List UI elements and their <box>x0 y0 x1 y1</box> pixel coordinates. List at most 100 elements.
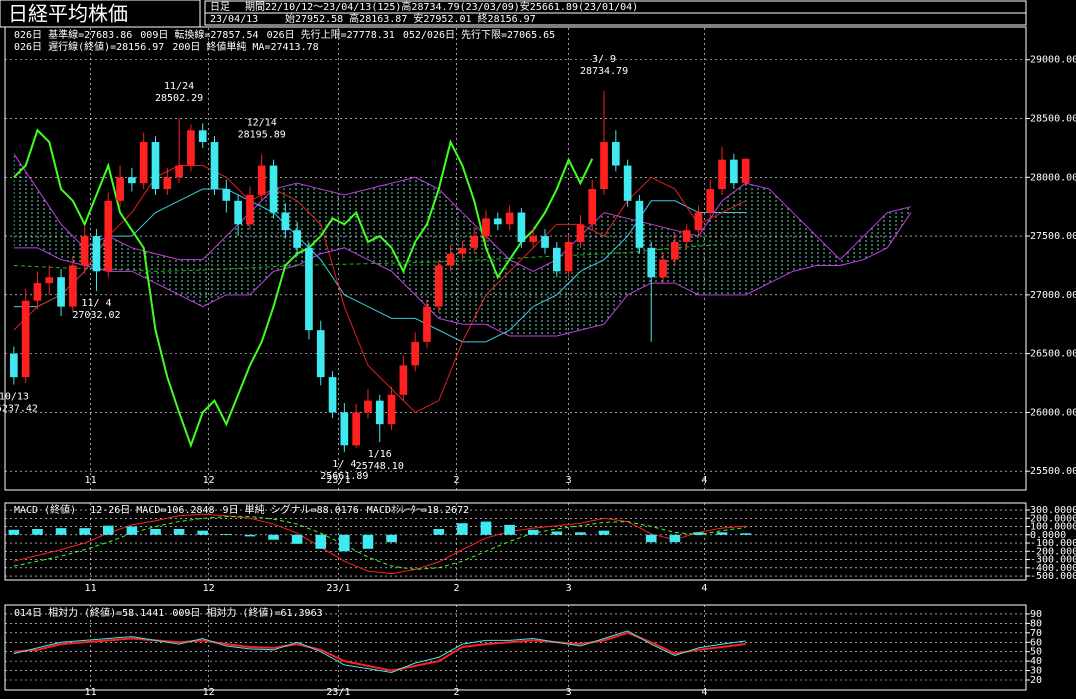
annotation-date: 3/ 9 <box>592 54 616 65</box>
plot-area <box>5 28 1026 490</box>
x-tick-label: 4 <box>701 583 707 594</box>
legend-entry: 026日 先行上限=27778.31 <box>267 28 395 41</box>
candle-body <box>116 177 124 201</box>
candle-body <box>458 247 467 254</box>
candle-body <box>470 236 479 248</box>
candle-body <box>576 224 585 242</box>
plot-area <box>5 503 1026 580</box>
y-tick-label: 200.0000 <box>1030 513 1076 524</box>
histogram-bar <box>716 532 728 535</box>
cloud-span <box>13 153 912 272</box>
candle-body <box>316 330 325 378</box>
candle-body <box>151 142 160 190</box>
x-tick-label: 12 <box>203 687 215 698</box>
histogram-bar <box>244 534 256 537</box>
histogram-bar <box>32 528 43 535</box>
y-tick-label: 80 <box>1030 618 1042 629</box>
annotation-date: 1/ 4 <box>332 459 356 470</box>
candle-body <box>328 377 337 413</box>
legend-entry: 026日 基準線=27683.86 <box>14 28 132 41</box>
candle-body <box>706 189 715 213</box>
candle-body <box>175 165 183 178</box>
y-tick-label: 300.0000 <box>1030 505 1076 516</box>
candle-body <box>139 142 148 184</box>
x-tick-label: 4 <box>701 475 707 486</box>
candle-body <box>564 241 573 272</box>
histogram-bar <box>8 529 20 535</box>
candle-body <box>529 236 538 242</box>
candle-body <box>493 218 502 225</box>
candle-body <box>387 394 396 425</box>
x-tick-label: 23/1 <box>326 475 350 486</box>
candle-body <box>434 265 443 307</box>
cloud-span <box>13 212 912 337</box>
candle-body <box>187 130 195 166</box>
candle-body <box>623 165 632 201</box>
candle-body <box>375 400 384 425</box>
x-tick-label: 3 <box>566 583 572 594</box>
legend-entry: 200日 終値単純 MA=27413.78 <box>172 40 318 53</box>
period: 期間22/10/12～23/04/13(125)高28734.79(23/03/… <box>245 0 638 13</box>
annotation-value: 26237.42 <box>0 404 38 415</box>
histogram-bar <box>362 534 374 549</box>
candle-body <box>92 236 101 272</box>
series-line <box>13 243 723 272</box>
annotation-date: 10/13 <box>0 392 29 403</box>
y-tick-label: 0.0000 <box>1030 530 1066 541</box>
histogram-bar <box>291 534 303 544</box>
x-tick-label: 2 <box>453 687 459 698</box>
y-tick-label: 40 <box>1030 656 1042 667</box>
series-line <box>13 630 746 673</box>
candle-body <box>222 189 231 201</box>
x-tick-label: 2 <box>453 583 459 594</box>
y-tick-label: 26000.00 <box>1030 407 1076 418</box>
y-tick-label: 27000.00 <box>1030 290 1076 301</box>
header-box <box>204 12 1027 26</box>
candle-body <box>399 365 408 395</box>
panel-title: MACD (終値) <box>14 503 76 516</box>
candle-body <box>69 265 77 307</box>
candle-body <box>352 412 360 446</box>
histogram-bar <box>669 534 681 543</box>
legend-entry: 12-26日 MACD=106.2848 <box>90 505 214 516</box>
histogram-bar <box>268 534 279 540</box>
annotation-value: 28734.79 <box>580 66 628 77</box>
candle-body <box>588 189 597 225</box>
candle-body <box>741 158 750 183</box>
candle-body <box>552 247 561 272</box>
candle-body <box>210 142 219 190</box>
candle-body <box>57 277 65 307</box>
histogram-bar <box>197 530 209 535</box>
y-tick-label: 50 <box>1030 647 1042 658</box>
chart-title: 日経平均株価 <box>8 2 128 26</box>
histogram-bar <box>126 526 138 535</box>
candle-body <box>423 306 431 342</box>
y-tick-label: 30 <box>1030 666 1042 677</box>
candle-body <box>694 212 703 231</box>
candle-body <box>281 212 290 231</box>
histogram-bar <box>102 525 114 535</box>
candle-body <box>340 412 349 446</box>
y-tick-label: 28000.00 <box>1030 172 1076 183</box>
candle-body <box>33 283 42 301</box>
candle-body <box>163 177 172 190</box>
candle-body <box>246 194 254 225</box>
annotation-date: 11/24 <box>164 81 194 92</box>
candle-body <box>517 212 526 242</box>
legend-entry: MACDｵｼﾚｰﾀｰ=18.2672 <box>367 504 469 516</box>
histogram-bar <box>433 528 445 535</box>
histogram-bar <box>315 534 327 549</box>
y-tick-label: -200.0000 <box>1030 546 1076 557</box>
y-tick-label: 60 <box>1030 637 1042 648</box>
annotation-date: 11/ 4 <box>81 298 111 309</box>
histogram-bar <box>527 529 539 535</box>
latest-ohlc: 始27952.58 高28163.87 安27952.01 終28156.97 <box>285 12 536 25</box>
y-tick-label: 28500.00 <box>1030 114 1076 125</box>
candle-body <box>611 142 620 166</box>
histogram-bar <box>457 523 468 535</box>
histogram-bar <box>339 534 350 552</box>
y-tick-label: 20 <box>1030 675 1042 686</box>
y-tick-label: 26500.00 <box>1030 349 1076 360</box>
annotation-value: 27032.02 <box>72 310 120 321</box>
